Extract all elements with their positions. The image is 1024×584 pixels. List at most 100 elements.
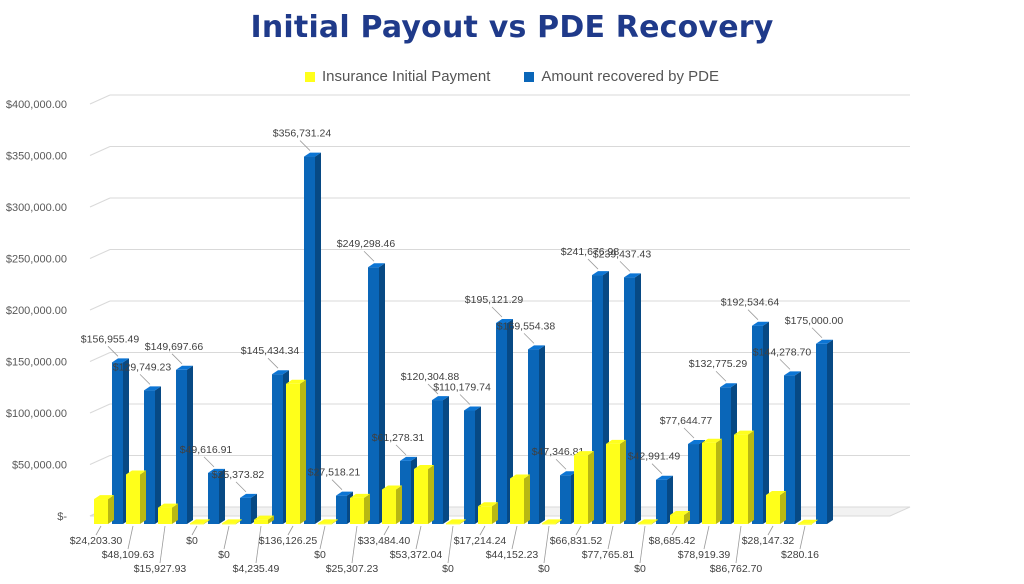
label-leader	[171, 353, 183, 365]
bar-recovered	[624, 277, 635, 524]
gridline-depth	[89, 300, 111, 311]
bar-recovered	[144, 390, 155, 524]
y-tick-label: $100,000.00	[6, 408, 67, 420]
bar-recovered-side	[827, 339, 833, 524]
bar-recovered	[816, 343, 827, 524]
bar-initial	[286, 383, 300, 524]
bar-recovered	[464, 410, 475, 524]
bar-recovered-top	[656, 475, 673, 480]
label-leader	[511, 525, 518, 550]
bar-initial	[94, 499, 108, 524]
bar-initial	[606, 443, 620, 524]
bar-initial-side	[332, 519, 338, 524]
bar-recovered-side	[315, 152, 321, 524]
data-label-recovered: $356,731.24	[273, 128, 332, 140]
gridline-depth	[89, 94, 111, 105]
bar-initial	[798, 523, 812, 525]
bar-initial	[382, 489, 396, 524]
bar-initial-top	[94, 495, 114, 500]
bar-recovered-top	[464, 406, 481, 411]
bar-initial-top	[382, 485, 402, 490]
bar-recovered	[752, 325, 763, 524]
label-leader	[639, 525, 646, 564]
bar-initial-side	[492, 502, 498, 524]
bar-recovered-top	[560, 471, 577, 476]
bar-initial-side	[108, 495, 114, 524]
bar-initial	[542, 523, 556, 525]
label-leader	[811, 327, 823, 339]
gridline-depth	[89, 249, 111, 259]
label-leader	[383, 525, 390, 536]
label-leader	[139, 374, 151, 385]
data-label-recovered: $49,616.91	[180, 444, 233, 456]
bar-initial-side	[652, 519, 658, 524]
gridline-depth	[89, 352, 111, 362]
label-leader	[735, 525, 742, 564]
bar-initial-side	[460, 519, 466, 524]
label-leader	[159, 525, 166, 564]
bar-recovered-side	[667, 475, 673, 524]
label-leader	[651, 463, 663, 475]
label-leader	[127, 525, 134, 550]
label-leader	[351, 525, 358, 564]
bar-recovered-side	[795, 371, 801, 524]
bar-recovered-top	[336, 491, 353, 496]
label-leader	[331, 479, 343, 490]
bar-recovered-top	[368, 263, 385, 268]
data-label-recovered: $149,697.66	[145, 341, 204, 353]
data-label-recovered: $42,991.49	[628, 451, 681, 463]
label-leader	[395, 444, 407, 456]
y-tick-label: $300,000.00	[6, 202, 67, 214]
gridline-depth	[89, 403, 111, 414]
data-label-recovered: $77,644.77	[660, 415, 713, 427]
label-leader	[299, 140, 311, 151]
data-label-recovered: $192,534.64	[721, 297, 780, 309]
bar-recovered-side	[635, 273, 641, 524]
bar-initial-top	[414, 465, 434, 470]
bar-recovered-top	[496, 319, 513, 324]
y-tick-label: $250,000.00	[6, 254, 67, 266]
data-label-initial: $25,307.23	[326, 563, 379, 575]
y-tick-label: $200,000.00	[6, 305, 67, 317]
bar-initial-side	[396, 485, 402, 524]
data-label-recovered: $175,000.00	[785, 315, 844, 327]
bar-initial-side	[812, 519, 818, 524]
bar-initial	[766, 495, 780, 524]
data-label-recovered: $249,298.46	[337, 238, 396, 250]
bar-recovered	[400, 460, 411, 524]
bar-initial	[190, 523, 204, 525]
bar-initial	[254, 519, 268, 524]
data-label-initial: $24,203.30	[70, 535, 123, 547]
data-label-recovered: $27,518.21	[308, 467, 361, 479]
gridline-depth	[89, 455, 111, 465]
bar-initial-top	[574, 451, 594, 456]
label-leader	[715, 370, 727, 382]
bar-initial-side	[140, 470, 146, 524]
label-leader	[671, 525, 678, 536]
label-leader	[235, 481, 247, 493]
label-leader	[107, 346, 119, 357]
bar-initial-top	[350, 493, 370, 498]
data-label-recovered: $110,179.74	[433, 382, 491, 394]
label-leader	[203, 456, 215, 468]
legend-swatch-recovered	[524, 71, 535, 82]
label-leader	[255, 525, 262, 564]
bar-recovered	[336, 495, 347, 524]
bar-initial-top	[606, 439, 626, 444]
data-label-recovered: $47,346.81	[532, 446, 585, 458]
bar-initial-top	[638, 519, 658, 524]
data-label-initial: $280.16	[781, 549, 819, 561]
data-label-initial: $33,484.40	[358, 535, 411, 547]
bar-recovered-top	[720, 383, 737, 388]
bar-recovered	[592, 275, 603, 524]
bar-initial-side	[364, 493, 370, 524]
y-tick-label: $-	[57, 511, 67, 523]
bar-initial-top	[702, 438, 722, 443]
bar-recovered	[112, 362, 123, 524]
bar-recovered	[208, 472, 219, 524]
label-leader	[427, 383, 439, 395]
bar-initial	[414, 469, 428, 524]
label-leader	[479, 525, 486, 536]
bar-initial-side	[172, 503, 178, 524]
bar-recovered-top	[592, 271, 609, 276]
